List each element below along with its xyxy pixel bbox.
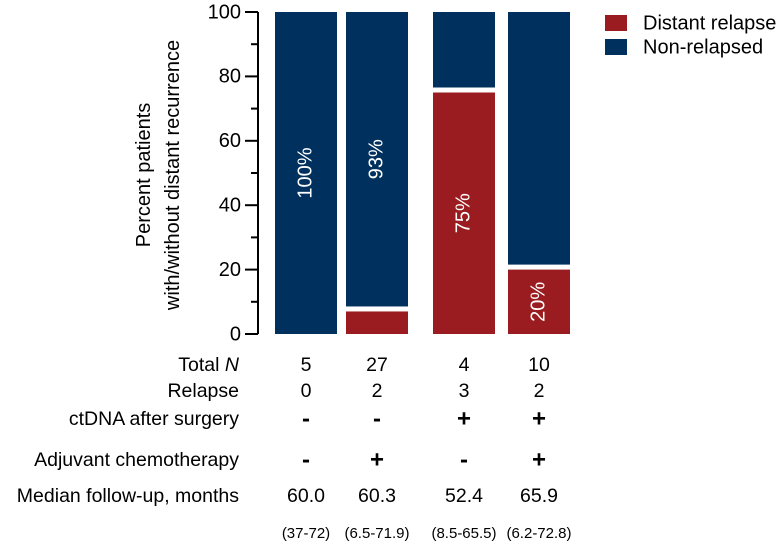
table-cell-total-n: 27 <box>366 354 388 376</box>
bar-non-relapsed <box>433 12 495 88</box>
table-cell-relapse: 2 <box>534 380 545 402</box>
table-cell-range: (6.2-72.8) <box>506 525 571 542</box>
legend-label: Non-relapsed <box>643 36 763 58</box>
table-cell-followup: 60.3 <box>358 485 396 507</box>
table-cell-total-n: 4 <box>459 354 470 376</box>
table-cell-chemo: + <box>532 446 546 473</box>
row-label-total-n: Total N <box>178 354 240 376</box>
bar-non-relapsed <box>346 12 408 307</box>
table-cell-followup: 52.4 <box>445 485 483 507</box>
legend-swatch <box>605 15 627 31</box>
y-axis-title-line-1: Percent patients <box>133 103 155 248</box>
table-cell-total-n: 5 <box>301 354 312 376</box>
bar-value-label: 75% <box>452 193 474 233</box>
y-tick-label: 100 <box>208 1 241 23</box>
table-cell-ctdna: + <box>457 405 471 432</box>
table-cell-followup: 65.9 <box>520 485 558 507</box>
y-tick-label: 40 <box>219 194 241 216</box>
table-cell-range: (6.5-71.9) <box>344 525 409 542</box>
bar-distant-relapse <box>433 92 495 334</box>
table-cell-chemo: - <box>460 446 468 473</box>
legend-swatch <box>605 39 627 55</box>
table: Total N Relapse ctDNA after surgery Adju… <box>17 354 572 542</box>
bar-non-relapsed <box>508 12 570 265</box>
bar-value-label: 20% <box>527 282 549 322</box>
table-cell-range: (8.5-65.5) <box>431 525 496 542</box>
bar-distant-relapse <box>346 311 408 334</box>
y-tick-label: 60 <box>219 130 241 152</box>
table-cell-range: (37-72) <box>282 525 330 542</box>
bars: 100% 93% 75% 20% <box>275 12 570 334</box>
row-label-ctdna: ctDNA after surgery <box>69 408 239 430</box>
row-label-chemo: Adjuvant chemotherapy <box>34 449 239 471</box>
table-cell-total-n: 10 <box>528 354 550 376</box>
bar-distant-relapse <box>508 269 570 334</box>
table-cells: 5 27 4 10 0 2 3 2 - - + + - + - +60.0 60.3 52.4 65.9 (37-72… <box>282 354 572 542</box>
table-cell-ctdna: - <box>373 405 381 432</box>
bar-value-label: 100% <box>294 147 316 198</box>
bar-non-relapsed <box>275 12 337 334</box>
y-tick-label: 0 <box>230 323 241 345</box>
bar-value-label: 93% <box>365 139 387 179</box>
table-cell-ctdna: + <box>532 405 546 432</box>
table-cell-followup: 60.0 <box>287 485 325 507</box>
table-cell-relapse: 2 <box>372 380 383 402</box>
legend-label: Distant relapse <box>643 12 776 34</box>
table-cell-chemo: - <box>302 446 310 473</box>
table-cell-ctdna: - <box>302 405 310 432</box>
row-label-followup: Median follow-up, months <box>17 485 239 507</box>
y-axis-title-line-2: with/without distant recurrence <box>162 40 184 311</box>
table-cell-relapse: 0 <box>301 380 312 402</box>
y-tick-label: 80 <box>219 66 241 88</box>
row-label-relapse: Relapse <box>167 380 239 402</box>
table-cell-relapse: 3 <box>459 380 470 402</box>
y-tick-label: 20 <box>219 259 241 281</box>
y-axis: 0 20 40 60 80 100 <box>208 1 259 345</box>
table-cell-chemo: + <box>370 446 384 473</box>
